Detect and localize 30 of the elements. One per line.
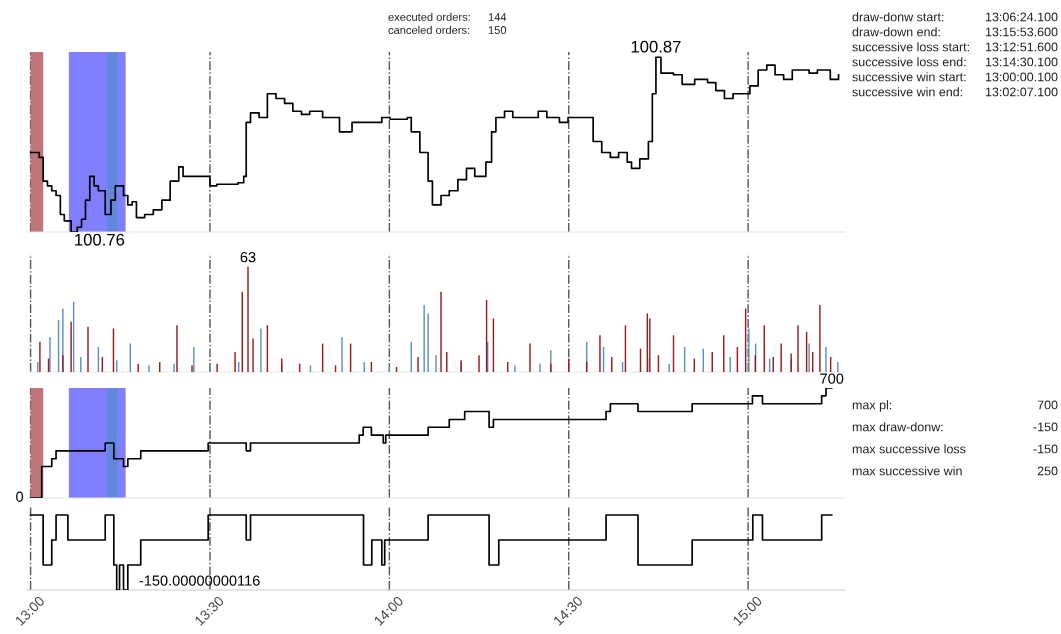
text: 13:02:07.100 (985, 87, 1058, 97)
text: -150 (1033, 422, 1058, 432)
text: canceled orders: (388, 25, 470, 34)
text: 150 (488, 26, 507, 34)
text: max successive loss (852, 444, 966, 454)
text: 700 (1037, 400, 1058, 410)
text: 250 (1037, 466, 1058, 476)
annotation: 100.87 (631, 40, 681, 53)
text: successive loss start: (852, 42, 969, 52)
text: 13:00:00.100 (985, 72, 1058, 82)
annotation: 0 (16, 491, 24, 502)
text: executed orders: (388, 12, 470, 21)
annotation: 700 (820, 373, 844, 384)
text: max draw-donw: (852, 422, 943, 432)
text: successive win end: (852, 87, 963, 97)
text: successive loss end: (852, 57, 966, 67)
text: max pl: (852, 400, 892, 412)
text: 13:06:24.100 (985, 12, 1058, 22)
text: 13:12:51.600 (985, 42, 1058, 52)
text: 144 (488, 13, 507, 21)
annotation: 100.76 (75, 233, 125, 246)
text: draw-down end: (852, 27, 940, 37)
text: -150 (1033, 444, 1058, 454)
annotation: -150.00000000116 (139, 575, 260, 586)
annotation: 63 (240, 252, 256, 263)
text: max successive win (852, 466, 962, 476)
text: 13:15:53.600 (985, 27, 1058, 37)
text: draw-donw start: (852, 12, 944, 22)
text: successive win start: (852, 72, 966, 82)
text: 13:14:30.100 (985, 57, 1058, 67)
